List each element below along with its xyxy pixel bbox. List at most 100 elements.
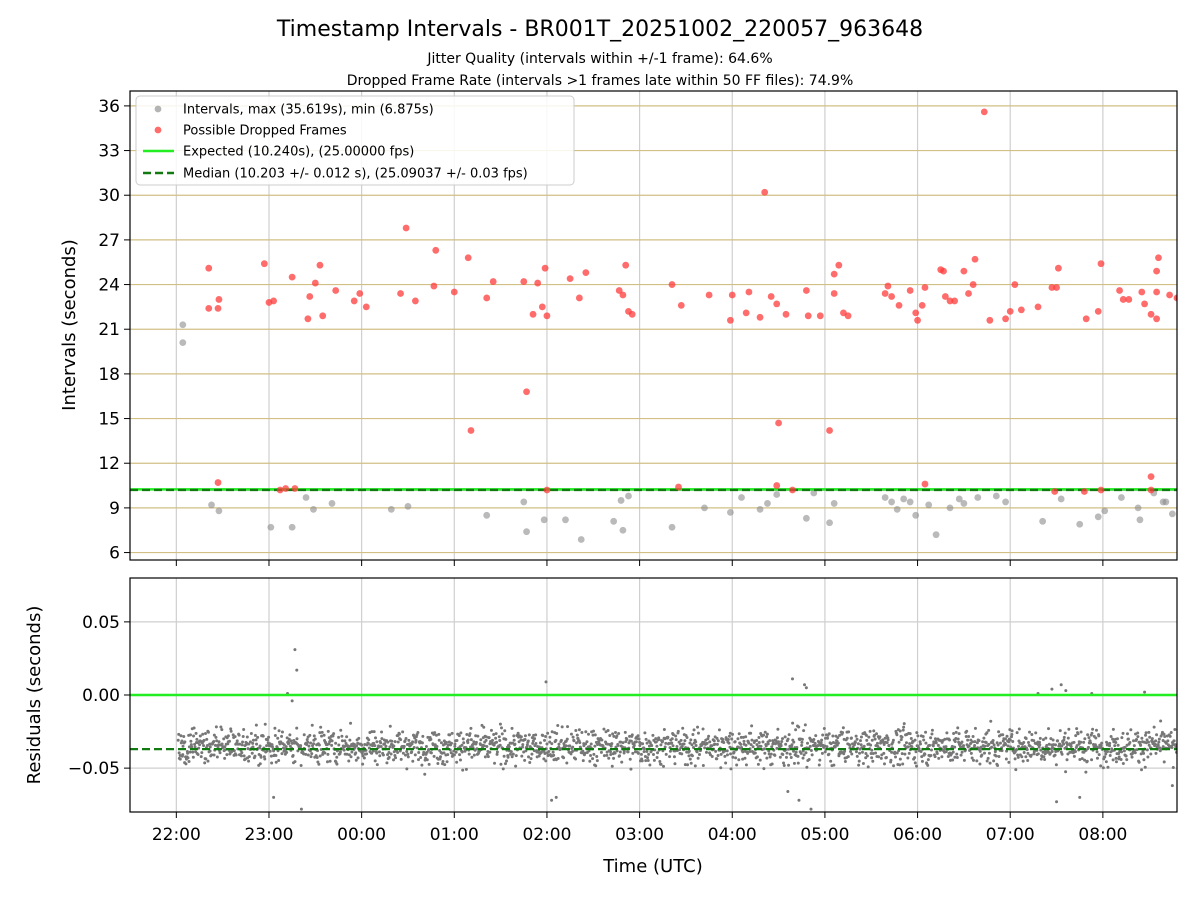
residual-point [1125,758,1129,762]
residual-point [501,767,505,771]
residual-point [959,753,963,757]
residual-point [1051,738,1055,742]
residual-point [204,732,208,736]
residual-point [755,738,759,742]
residual-point [194,731,198,735]
residual-point [783,735,787,739]
residual-point [274,753,278,757]
residual-point [340,734,344,738]
residual-point [849,750,853,754]
residual-point [895,733,899,737]
dropped-frame-point [960,267,968,275]
interval-point [773,491,781,498]
residual-point [1126,737,1130,741]
residual-point [1120,750,1124,754]
residual-point [1111,758,1115,762]
residual-point [299,744,303,748]
residual-point [995,741,999,745]
residual-point [387,755,391,759]
residual-point [362,756,366,760]
residual-point [778,755,782,759]
residual-point [516,731,520,735]
bottom-y-tick-label: −0.05 [68,759,120,779]
dropped-frame-point [1166,291,1173,299]
residual-point [1124,754,1128,758]
residual-point [1166,739,1170,743]
residual-point [269,754,273,758]
residual-point [1121,731,1125,735]
residual-point [953,745,957,749]
residual-point [581,749,585,753]
residual-point [651,753,655,757]
dropped-frame-point [1051,488,1059,495]
residual-point [736,737,740,741]
residual-point [807,758,811,762]
residual-point [514,754,518,758]
residual-point [1047,727,1051,731]
residual-point [223,745,227,749]
residual-point [1014,768,1018,772]
residual-point [1017,727,1021,731]
residual-point [657,737,661,741]
residual-point [895,751,899,755]
residual-point [245,735,249,739]
dropped-frame-point [888,293,896,300]
residual-point [1142,751,1146,755]
residual-point [757,740,761,744]
residual-point [1135,748,1139,752]
interval-point [387,505,395,513]
residual-point [357,736,361,740]
residual-point [554,795,558,799]
residual-point [423,772,427,776]
residual-point [554,738,558,742]
residual-point [392,758,396,762]
dropped-frame-point [1097,486,1105,494]
residual-point [557,742,561,746]
residual-point [962,744,966,748]
residual-point [352,742,356,746]
residual-point [438,755,442,759]
residual-point [973,726,977,730]
residual-point [739,742,743,746]
residual-point [356,756,360,760]
residual-point [964,734,968,738]
residual-point [295,668,299,672]
residual-point [854,750,858,754]
dropped-frame-point [411,297,419,305]
residual-point [1013,757,1017,761]
residual-point [1143,765,1147,769]
residual-point [381,753,385,757]
residual-point [1147,743,1151,747]
residual-point [818,758,822,762]
residual-point [534,733,538,737]
residual-point [697,753,701,757]
residual-point [955,755,959,759]
residual-point [899,738,903,742]
dropped-frame-point [566,275,574,282]
residual-point [255,742,259,746]
residual-point [809,807,813,811]
residual-point [610,764,614,768]
residual-point [361,754,365,758]
residual-point [687,754,691,758]
residual-point [1076,732,1080,736]
residual-point [1045,743,1049,747]
residual-point [639,752,643,756]
residual-point [957,732,961,736]
residual-point [988,761,992,765]
residual-point [1026,758,1030,762]
residual-point [886,738,890,742]
residual-point [1030,733,1034,737]
residual-point [644,737,648,741]
residual-point [511,752,515,756]
residual-point [717,728,721,732]
residual-point [1113,744,1117,748]
dropped-frame-point [1153,267,1161,275]
residual-point [648,741,652,745]
residual-point [694,740,698,744]
residual-point [349,721,353,725]
residual-point [737,758,741,762]
residual-point [253,754,257,758]
residual-point [345,752,349,756]
residual-point [723,754,727,758]
